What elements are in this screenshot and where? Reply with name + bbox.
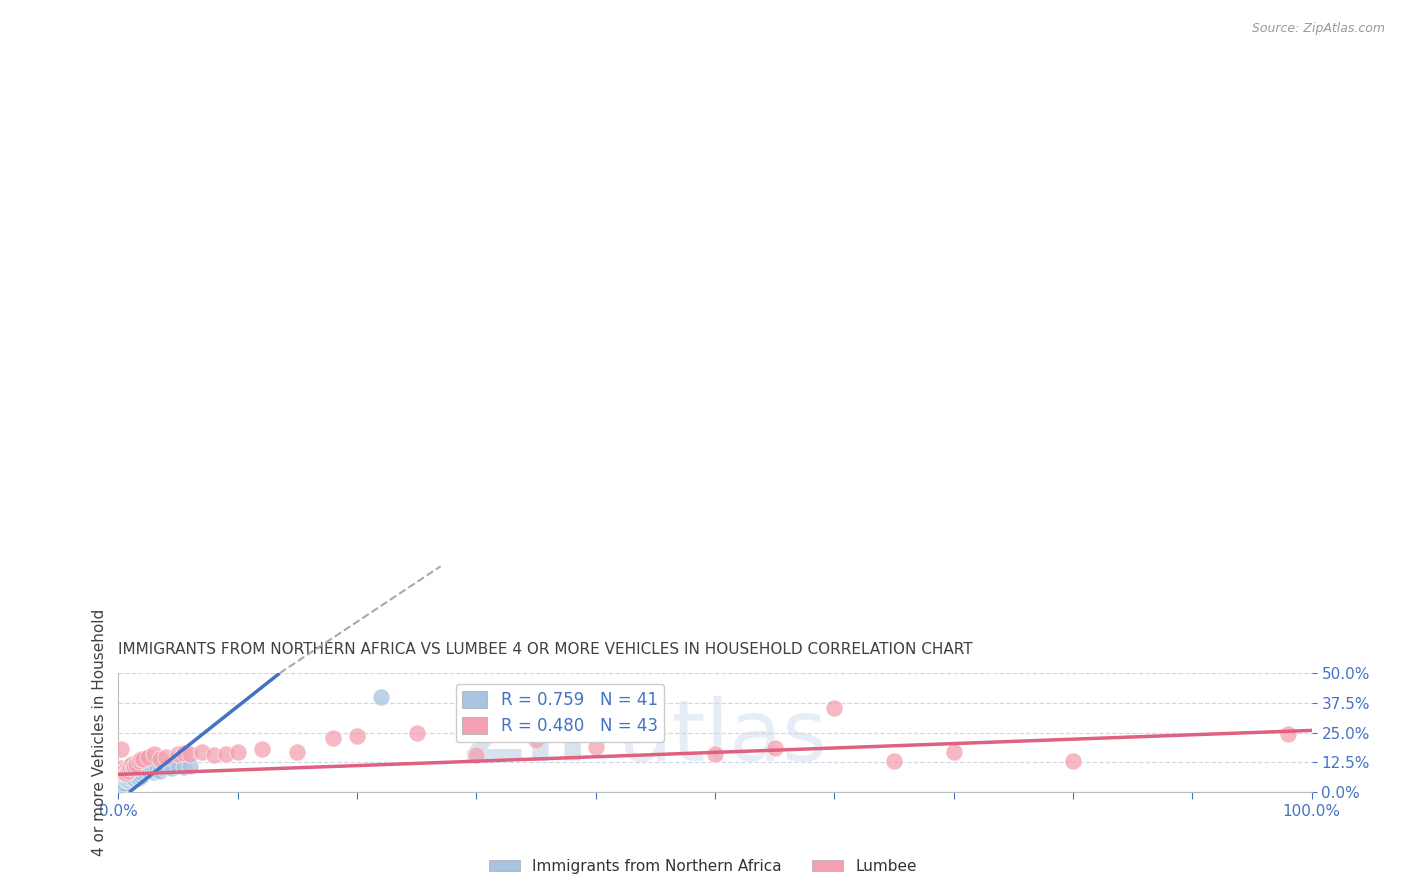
Point: [117, 771, 139, 785]
Point: [173, 760, 195, 774]
Point: [118, 773, 141, 788]
Point: [111, 778, 134, 792]
Point: [1062, 754, 1084, 768]
Point: [191, 745, 214, 759]
Point: [120, 764, 142, 778]
Point: [122, 759, 145, 773]
Point: [143, 747, 166, 761]
Point: [121, 761, 143, 775]
Point: [120, 759, 142, 773]
Text: ZIP: ZIP: [461, 696, 620, 779]
Point: [115, 773, 138, 788]
Point: [112, 775, 135, 789]
Point: [763, 741, 786, 756]
Point: [128, 771, 150, 785]
Point: [405, 725, 427, 739]
Point: [250, 742, 273, 756]
Point: [111, 771, 134, 785]
Point: [155, 760, 177, 774]
Point: [129, 752, 152, 766]
Point: [110, 775, 132, 789]
Point: [127, 766, 149, 780]
Point: [117, 764, 139, 778]
Point: [132, 752, 155, 766]
Point: [145, 763, 167, 777]
Point: [226, 745, 249, 759]
Point: [121, 768, 143, 782]
Point: [112, 764, 135, 778]
Point: [125, 756, 148, 771]
Text: Source: ZipAtlas.com: Source: ZipAtlas.com: [1251, 22, 1385, 36]
Point: [173, 746, 195, 760]
Point: [136, 749, 159, 764]
Point: [149, 764, 172, 778]
Point: [160, 761, 183, 775]
Point: [125, 768, 148, 782]
Point: [122, 771, 145, 785]
Point: [346, 729, 368, 743]
Point: [136, 763, 159, 777]
Text: atlas: atlas: [620, 696, 828, 779]
Point: [942, 745, 965, 759]
Point: [129, 768, 152, 782]
Point: [179, 747, 201, 761]
Point: [370, 690, 392, 704]
Point: [202, 748, 225, 763]
Point: [585, 739, 607, 754]
Point: [152, 761, 174, 775]
Point: [112, 773, 135, 788]
Point: [167, 747, 190, 761]
Point: [287, 745, 309, 759]
Point: [823, 700, 845, 714]
Point: [121, 756, 143, 771]
Point: [110, 764, 132, 779]
Point: [117, 764, 139, 778]
Point: [115, 766, 138, 780]
Point: [167, 759, 190, 773]
Point: [883, 754, 905, 768]
Point: [120, 771, 142, 785]
Point: [112, 766, 135, 780]
Legend: Immigrants from Northern Africa, Lumbee: Immigrants from Northern Africa, Lumbee: [484, 853, 922, 880]
Point: [110, 742, 132, 756]
Point: [134, 764, 156, 778]
Point: [524, 732, 547, 747]
Point: [112, 764, 135, 779]
Text: IMMIGRANTS FROM NORTHERN AFRICA VS LUMBEE 4 OR MORE VEHICLES IN HOUSEHOLD CORREL: IMMIGRANTS FROM NORTHERN AFRICA VS LUMBE…: [118, 642, 973, 657]
Point: [118, 761, 141, 775]
Point: [1277, 727, 1299, 741]
Point: [149, 752, 172, 766]
Point: [111, 761, 134, 775]
Point: [118, 768, 141, 782]
Point: [179, 759, 201, 773]
Point: [112, 768, 135, 782]
Point: [114, 768, 136, 782]
Legend: R = 0.759   N = 41, R = 0.480   N = 43: R = 0.759 N = 41, R = 0.480 N = 43: [456, 684, 664, 742]
Point: [704, 747, 727, 761]
Y-axis label: 4 or more Vehicles in Household: 4 or more Vehicles in Household: [93, 609, 107, 856]
Point: [129, 764, 152, 778]
Point: [141, 761, 163, 775]
Point: [143, 764, 166, 779]
Point: [114, 766, 136, 780]
Point: [215, 747, 238, 761]
Point: [465, 748, 488, 763]
Point: [124, 766, 146, 780]
Point: [128, 754, 150, 768]
Point: [155, 749, 177, 764]
Point: [114, 773, 136, 788]
Point: [121, 766, 143, 780]
Point: [131, 766, 153, 780]
Point: [121, 771, 143, 785]
Point: [115, 761, 138, 775]
Point: [322, 731, 344, 745]
